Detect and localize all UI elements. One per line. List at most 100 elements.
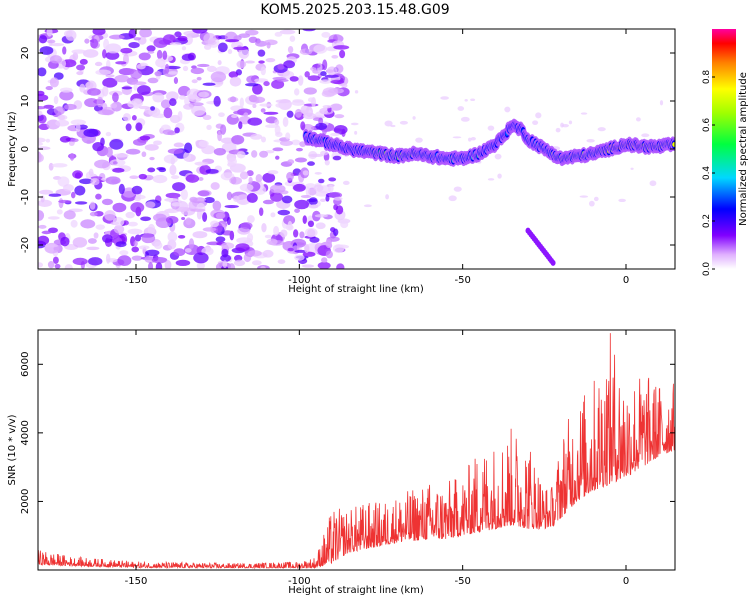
noise-cell: [165, 65, 181, 70]
noise-cell: [138, 173, 148, 180]
noise-cell: [204, 197, 215, 204]
noise-cell: [320, 150, 329, 156]
noise-cell: [188, 238, 195, 250]
noise-cell: [115, 61, 127, 65]
noise-cell: [189, 196, 198, 203]
noise-cell: [198, 91, 210, 98]
noise-cell: [321, 31, 331, 38]
snr-x-label: Height of straight line (km): [288, 585, 424, 596]
spectrogram-y-label: Frequency (Hz): [7, 111, 18, 187]
noise-cell: [321, 257, 328, 264]
noise-cell: [236, 60, 247, 69]
noise-cell: [335, 64, 344, 74]
noise-cell: [342, 180, 350, 186]
noise-cell: [293, 183, 306, 192]
noise-cell: [318, 117, 324, 125]
y-tick-label: 10: [20, 95, 31, 108]
noise-cell: [83, 128, 99, 138]
noise-cell: [80, 219, 96, 229]
noise-cell: [192, 29, 208, 34]
noise-cell: [63, 210, 76, 220]
noise-cell: [112, 217, 125, 227]
noise-cell: [122, 113, 131, 122]
noise-cell: [220, 137, 235, 144]
noise-cell: [210, 71, 227, 83]
noise-cell: [206, 65, 217, 73]
noise-cell: [171, 202, 182, 207]
noise-cell: [79, 178, 93, 185]
noise-cell: [304, 71, 310, 78]
noise-cell: [659, 100, 664, 106]
noise-cell: [154, 241, 163, 250]
noise-cell: [399, 120, 408, 125]
noise-cell: [201, 145, 216, 155]
noise-cell: [158, 167, 167, 173]
noise-cell: [224, 204, 239, 209]
noise-cell: [198, 176, 204, 181]
noise-cell: [95, 224, 106, 230]
noise-cell: [273, 225, 280, 236]
noise-cell: [152, 213, 167, 222]
noise-cell: [354, 90, 359, 94]
noise-cell: [259, 150, 269, 158]
noise-cell: [182, 65, 189, 72]
noise-cell: [130, 69, 143, 80]
noise-cell: [246, 232, 254, 243]
noise-cell: [102, 49, 107, 59]
noise-cell: [274, 119, 280, 126]
noise-cell: [239, 183, 254, 192]
noise-cell: [586, 139, 595, 143]
noise-cell: [262, 199, 274, 205]
noise-cell: [312, 64, 321, 69]
noise-cell: [103, 38, 110, 50]
noise-cell: [193, 252, 209, 264]
noise-cell: [87, 238, 97, 244]
noise-cell: [85, 81, 94, 89]
spectrogram-marks: [38, 29, 675, 269]
noise-cell: [54, 263, 61, 269]
noise-cell: [139, 135, 151, 141]
noise-cell: [240, 222, 253, 230]
noise-cell: [173, 77, 179, 85]
noise-cell: [385, 194, 390, 200]
noise-cell: [555, 127, 561, 133]
noise-cell: [197, 190, 210, 197]
noise-cell: [245, 60, 255, 64]
chart-title: KOM5.2025.203.15.48.G09: [260, 2, 449, 18]
noise-cell: [221, 242, 235, 250]
noise-cell: [101, 198, 114, 206]
noise-cell: [121, 86, 133, 90]
noise-cell: [172, 182, 186, 192]
noise-cell: [258, 60, 265, 64]
noise-cell: [194, 161, 209, 166]
snr-panel: -150 -100 -50 0 2000 4000 6000 Height of stra…: [7, 329, 676, 596]
noise-cell: [191, 79, 198, 84]
noise-cell: [101, 86, 109, 97]
noise-cell: [251, 150, 258, 158]
noise-cell: [497, 173, 502, 179]
noise-cell: [246, 193, 258, 203]
noise-cell: [293, 229, 299, 238]
noise-cell: [277, 78, 289, 83]
noise-cell: [162, 129, 175, 135]
noise-cell: [560, 122, 564, 128]
noise-cell: [38, 114, 47, 124]
noise-cell: [265, 58, 276, 63]
noise-cell: [300, 105, 309, 115]
noise-cell: [248, 36, 258, 44]
noise-cell: [79, 83, 86, 93]
noise-cell: [275, 103, 285, 108]
noise-cell: [38, 262, 44, 268]
noise-cell: [487, 125, 495, 131]
noise-cell: [38, 105, 47, 110]
noise-cell: [183, 103, 194, 110]
noise-cell: [105, 43, 122, 54]
noise-cell: [255, 173, 263, 183]
noise-cell: [65, 29, 77, 41]
noise-cell: [160, 99, 171, 109]
noise-cell: [59, 90, 74, 101]
noise-cell: [38, 94, 49, 102]
noise-cell: [233, 259, 246, 267]
